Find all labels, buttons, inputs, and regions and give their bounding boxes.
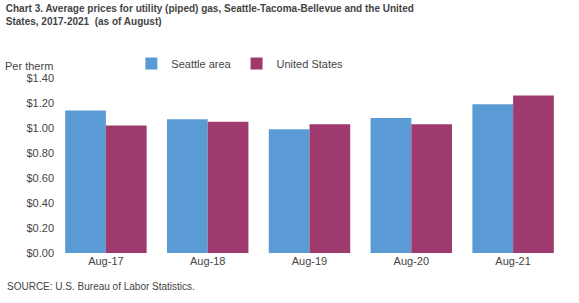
svg-text:SOURCE: U.S. Bureau of Labor S: SOURCE: U.S. Bureau of Labor Statistics. — [7, 281, 195, 292]
svg-text:Aug-17: Aug-17 — [88, 255, 123, 267]
svg-text:$1.20: $1.20 — [26, 97, 54, 109]
svg-text:Chart 3. Average prices for ut: Chart 3. Average prices for utility (pip… — [6, 3, 414, 27]
svg-text:Aug-19: Aug-19 — [292, 255, 327, 267]
svg-text:$0.80: $0.80 — [26, 147, 54, 159]
svg-text:$1.00: $1.00 — [26, 122, 54, 134]
svg-text:Aug-20: Aug-20 — [394, 255, 429, 267]
svg-text:Aug-18: Aug-18 — [190, 255, 225, 267]
svg-text:Per therm: Per therm — [5, 60, 53, 72]
svg-text:Seattle area: Seattle area — [171, 58, 231, 70]
svg-text:Aug-21: Aug-21 — [495, 255, 530, 267]
svg-text:$0.00: $0.00 — [26, 247, 54, 259]
svg-text:$0.60: $0.60 — [26, 172, 54, 184]
svg-text:$1.40: $1.40 — [26, 72, 54, 84]
svg-text:$0.20: $0.20 — [26, 222, 54, 234]
svg-text:United States: United States — [277, 58, 344, 70]
svg-text:$0.40: $0.40 — [26, 197, 54, 209]
